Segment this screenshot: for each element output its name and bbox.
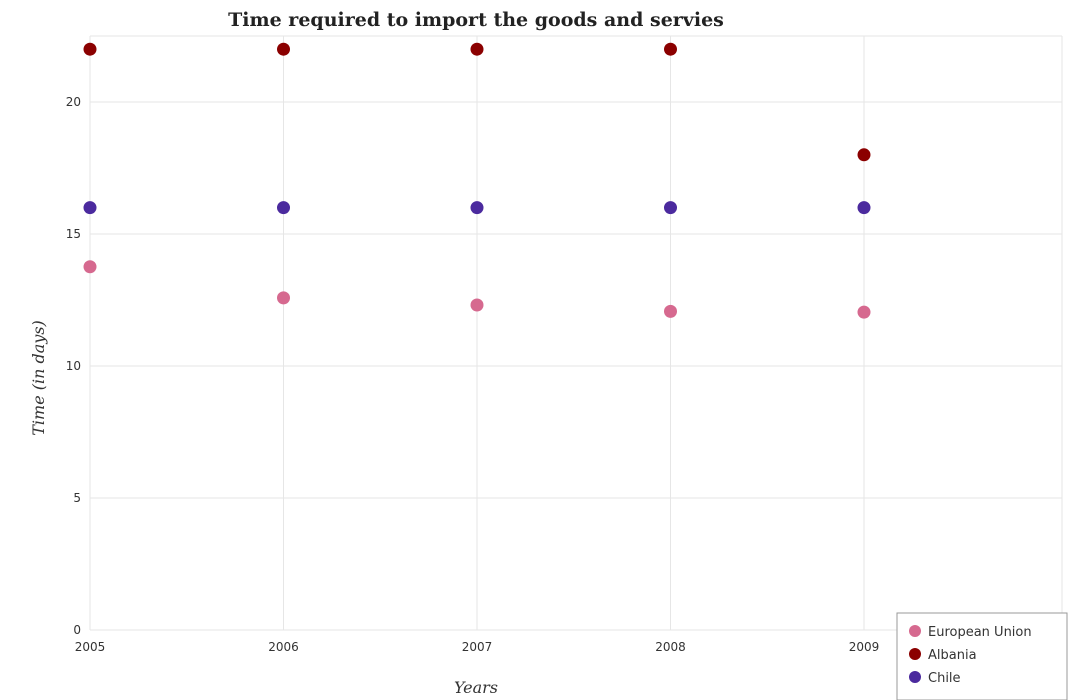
legend-marker <box>909 648 921 660</box>
data-point <box>470 298 484 312</box>
y-tick-label: 20 <box>66 95 81 109</box>
y-tick-labels: 0 5 10 15 20 <box>66 95 81 637</box>
legend: European Union Albania Chile <box>896 612 1068 700</box>
data-point <box>277 291 290 305</box>
legend-label: European Union <box>928 625 1032 640</box>
y-tick-label: 10 <box>66 359 81 373</box>
data-points <box>83 42 871 319</box>
grid <box>89 35 1063 631</box>
x-axis-label: Years <box>454 678 498 697</box>
x-tick-label: 2005 <box>75 640 106 654</box>
x-tick-label: 2009 <box>849 640 880 654</box>
x-tick-label: 2006 <box>268 640 299 654</box>
x-tick-label: 2008 <box>655 640 686 654</box>
data-point <box>857 201 871 215</box>
data-point <box>83 201 97 215</box>
legend-label: Albania <box>928 648 977 663</box>
data-point <box>857 148 871 162</box>
legend-label: Chile <box>928 671 961 686</box>
data-point <box>857 305 871 319</box>
data-point <box>277 42 290 56</box>
legend-box <box>896 612 1068 700</box>
data-point <box>277 201 290 215</box>
y-axis-label: Time (in days) <box>29 320 48 436</box>
data-point <box>664 201 677 215</box>
y-tick-label: 5 <box>73 491 81 505</box>
data-point <box>83 260 97 274</box>
y-tick-label: 15 <box>66 227 81 241</box>
data-point <box>664 304 677 318</box>
data-point <box>664 42 677 56</box>
legend-marker <box>909 671 921 683</box>
data-point <box>83 42 97 56</box>
data-point <box>470 201 484 215</box>
legend-marker <box>909 625 921 637</box>
data-point <box>470 42 484 56</box>
y-tick-label: 0 <box>73 623 81 637</box>
x-tick-labels: 2005 2006 2007 2008 2009 <box>75 640 880 654</box>
chart-title: Time required to import the goods and se… <box>228 9 724 31</box>
x-tick-label: 2007 <box>462 640 493 654</box>
